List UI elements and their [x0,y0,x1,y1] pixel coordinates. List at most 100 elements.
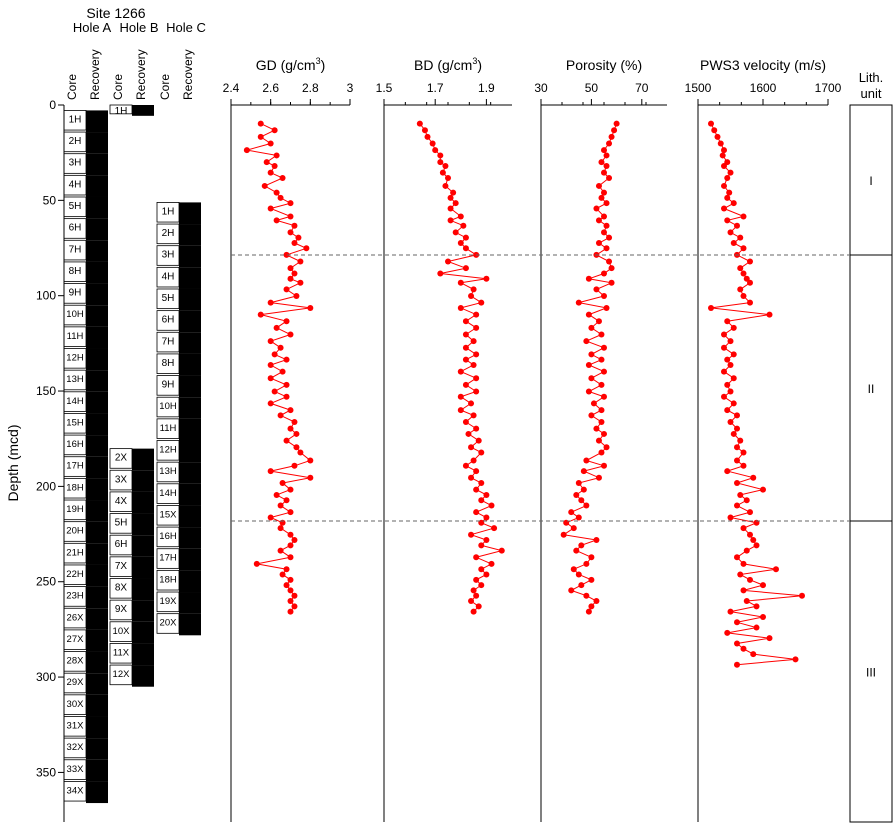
data-point [267,140,274,147]
core-label: 2X [115,453,128,464]
data-point [473,351,480,358]
recovery-bar [86,500,108,522]
data-point [287,265,294,272]
data-point [606,258,613,265]
recovery-bar [132,600,154,622]
data-point [601,344,607,351]
data-point [287,407,294,414]
data-point [585,361,592,368]
data-point [730,400,737,407]
data-point [468,474,475,481]
data-point [570,525,577,532]
core-label: 16H [66,439,84,450]
data-point [450,189,457,196]
data-point [437,152,444,159]
data-point [724,194,731,201]
data-point [601,189,607,196]
data-point [457,393,464,400]
data-point [287,213,294,220]
recovery-bar [86,218,108,241]
data-point [457,304,464,311]
lith-unit-label: III [866,666,876,680]
data-point [283,566,290,573]
data-point [468,293,475,300]
recovery-bar [86,564,108,587]
recovery-bar [86,153,108,176]
data-point [724,629,731,636]
data-point [743,547,750,554]
x-tick-label: 50 [585,81,599,95]
depth-tick-label: 250 [36,575,56,589]
recovery-bar [132,643,154,666]
data-point [717,140,724,147]
data-point [295,234,302,241]
data-point [730,351,737,358]
data-point [743,598,750,605]
data-point [498,547,505,554]
core-label: 16H [159,531,177,542]
core-label: 13H [159,466,177,477]
depth-tick-label: 50 [43,193,57,207]
data-point [445,258,451,265]
core-label: 15H [66,417,84,428]
data-point [603,222,610,229]
recovery-bar [132,470,154,492]
data-point [721,147,727,154]
data-point [737,286,744,293]
data-point [277,412,284,419]
core-label: 28X [67,656,85,667]
data-point [293,444,300,451]
data-point [588,324,595,331]
series-line [419,123,504,612]
data-point [483,514,490,521]
data-point [573,491,580,498]
x-tick-label: 2.8 [302,81,319,95]
data-point [721,163,727,170]
data-point [437,159,444,166]
panel-title: GD (g/cm3) [256,56,326,73]
data-point [483,537,490,544]
core-label: 11H [160,423,177,434]
data-point [287,509,294,516]
data-point [603,444,610,451]
recovery-bar [179,613,201,636]
data-point [598,419,605,426]
data-point [462,331,469,338]
core-label: 12X [113,669,131,680]
data-point [470,361,477,368]
data-point [608,133,615,140]
data-point [470,587,477,594]
recovery-bar [86,413,108,436]
data-point [727,338,734,345]
data-point [588,351,595,358]
recovery-bar [86,240,108,262]
data-point [273,324,280,331]
data-point [568,509,575,516]
core-label: 5H [115,518,128,529]
data-point [734,554,740,561]
recovery-bar [86,435,108,457]
data-point [601,229,607,236]
data-point [483,491,490,498]
data-point [737,234,744,241]
data-point [483,571,490,578]
data-point [271,388,278,395]
recovery-bar [86,738,108,760]
core-label: 26X [67,612,85,623]
data-point [243,147,250,154]
recovery-bar [179,245,201,268]
data-point [462,462,469,469]
data-point [257,120,264,127]
data-point [568,587,575,594]
data-point [478,542,485,549]
data-point [598,381,605,388]
core-label: 11H [67,331,84,342]
recovery-bar [132,556,154,579]
data-point [724,381,731,388]
data-point [291,239,298,246]
core-label: 2H [69,136,82,147]
data-point [267,375,274,382]
recovery-bar [86,781,108,804]
data-point [575,299,582,306]
data-point [473,592,480,599]
